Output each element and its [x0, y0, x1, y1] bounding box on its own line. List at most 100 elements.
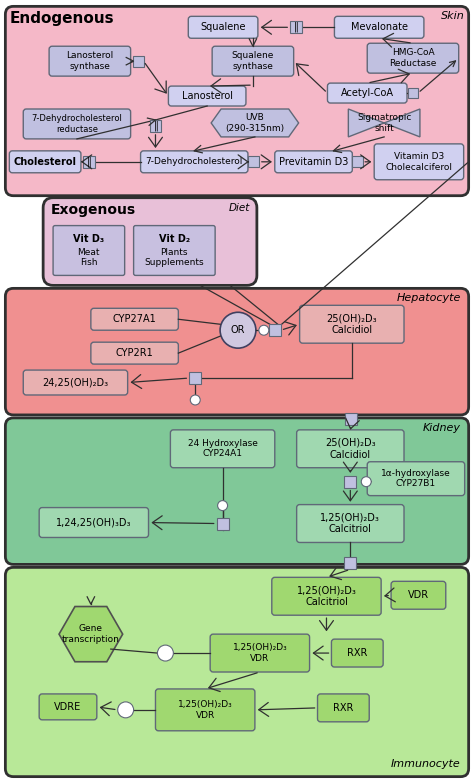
FancyBboxPatch shape	[374, 144, 464, 180]
FancyBboxPatch shape	[367, 462, 465, 496]
FancyBboxPatch shape	[5, 568, 469, 777]
Text: 1,25(OH)₂D₃
VDR: 1,25(OH)₂D₃ VDR	[232, 644, 287, 662]
FancyBboxPatch shape	[170, 430, 275, 467]
Text: Plants
Supplements: Plants Supplements	[145, 247, 204, 267]
FancyBboxPatch shape	[141, 151, 248, 173]
Bar	[408, 88, 418, 98]
Text: Diet: Diet	[228, 203, 250, 213]
Text: Immunocyte: Immunocyte	[391, 759, 461, 769]
Text: Mevalonate: Mevalonate	[351, 22, 408, 32]
Polygon shape	[348, 109, 420, 137]
FancyBboxPatch shape	[91, 342, 178, 364]
FancyBboxPatch shape	[328, 83, 407, 103]
FancyBboxPatch shape	[155, 689, 255, 731]
Text: Previtamin D3: Previtamin D3	[279, 157, 348, 167]
FancyBboxPatch shape	[5, 288, 469, 415]
Text: 25(OH)₂D₃
Calcidiol: 25(OH)₂D₃ Calcidiol	[327, 313, 377, 335]
Polygon shape	[211, 109, 299, 137]
Text: Skin: Skin	[441, 11, 465, 21]
Text: Lanosterol: Lanosterol	[182, 91, 233, 101]
FancyBboxPatch shape	[39, 694, 97, 720]
Text: 7-Dehydrocholesterol
reductase: 7-Dehydrocholesterol reductase	[31, 114, 122, 134]
FancyBboxPatch shape	[297, 504, 404, 543]
Text: 1α-hydroxylase
CYP27B1: 1α-hydroxylase CYP27B1	[381, 469, 451, 489]
FancyBboxPatch shape	[5, 418, 469, 565]
Text: $\|$: $\|$	[86, 155, 91, 169]
FancyBboxPatch shape	[23, 370, 128, 395]
FancyBboxPatch shape	[9, 151, 81, 173]
FancyBboxPatch shape	[272, 577, 381, 615]
FancyBboxPatch shape	[275, 151, 352, 173]
Bar	[352, 157, 363, 168]
Circle shape	[218, 500, 228, 511]
Text: VDRE: VDRE	[55, 702, 82, 712]
Bar	[217, 518, 228, 529]
Circle shape	[361, 477, 371, 487]
FancyBboxPatch shape	[188, 16, 258, 38]
Text: RXR: RXR	[347, 648, 367, 658]
Text: 7-Dehydrocholesterol: 7-Dehydrocholesterol	[146, 157, 243, 166]
Circle shape	[157, 645, 173, 661]
FancyBboxPatch shape	[367, 43, 459, 73]
Bar	[83, 156, 95, 168]
Bar	[248, 157, 259, 168]
FancyBboxPatch shape	[91, 309, 178, 330]
Bar	[269, 324, 281, 336]
Bar	[189, 372, 201, 384]
FancyBboxPatch shape	[49, 46, 131, 76]
Text: Cholesterol: Cholesterol	[14, 157, 77, 167]
FancyBboxPatch shape	[300, 305, 404, 343]
Text: 1,25(OH)₂D₃
Calcitriol: 1,25(OH)₂D₃ Calcitriol	[297, 586, 356, 607]
Text: RXR: RXR	[333, 703, 354, 713]
FancyBboxPatch shape	[39, 507, 148, 537]
Bar	[149, 120, 162, 132]
Bar	[345, 476, 356, 488]
Text: Vit D₂: Vit D₂	[159, 233, 190, 244]
Text: Sigmatropic
shift: Sigmatropic shift	[357, 114, 411, 132]
Text: $\|$: $\|$	[153, 119, 158, 133]
FancyBboxPatch shape	[43, 197, 257, 285]
Text: Lanosterol
synthase: Lanosterol synthase	[66, 52, 113, 71]
FancyBboxPatch shape	[391, 581, 446, 609]
FancyBboxPatch shape	[23, 109, 131, 139]
Bar	[346, 413, 357, 425]
Bar	[290, 21, 302, 33]
FancyBboxPatch shape	[134, 226, 215, 276]
Text: Endogenous: Endogenous	[9, 11, 114, 27]
Text: Vitamin D3
Cholecalciferol: Vitamin D3 Cholecalciferol	[385, 152, 452, 171]
Text: Exogenous: Exogenous	[51, 203, 136, 217]
Text: $\|$: $\|$	[293, 20, 299, 34]
FancyBboxPatch shape	[5, 6, 469, 196]
Bar	[133, 56, 144, 67]
Text: CYP27A1: CYP27A1	[113, 314, 156, 324]
Bar	[345, 557, 356, 569]
FancyBboxPatch shape	[212, 46, 294, 76]
FancyBboxPatch shape	[318, 694, 369, 722]
Text: VDR: VDR	[408, 590, 429, 601]
Text: Gene
transcription: Gene transcription	[62, 624, 120, 644]
FancyBboxPatch shape	[53, 226, 125, 276]
Text: OR: OR	[231, 325, 245, 335]
Text: Vit D₃: Vit D₃	[73, 233, 104, 244]
FancyBboxPatch shape	[210, 634, 310, 672]
FancyBboxPatch shape	[335, 16, 424, 38]
Text: Squalene
synthase: Squalene synthase	[232, 52, 274, 71]
Text: 24 Hydroxylase
CYP24A1: 24 Hydroxylase CYP24A1	[188, 439, 257, 459]
Text: Acetyl-CoA: Acetyl-CoA	[341, 88, 394, 98]
Text: HMG-CoA
Reductase: HMG-CoA Reductase	[389, 49, 437, 68]
FancyBboxPatch shape	[297, 430, 404, 467]
FancyBboxPatch shape	[168, 86, 246, 106]
Text: Hepatocyte: Hepatocyte	[396, 294, 461, 303]
Text: 1,24,25(OH)₃D₃: 1,24,25(OH)₃D₃	[56, 518, 132, 528]
Text: CYP2R1: CYP2R1	[116, 348, 154, 358]
Text: UVB
(290-315nm): UVB (290-315nm)	[225, 114, 284, 132]
Circle shape	[259, 325, 269, 335]
Text: Squalene: Squalene	[201, 22, 246, 32]
Text: 24,25(OH)₂D₃: 24,25(OH)₂D₃	[42, 377, 109, 388]
Circle shape	[190, 395, 200, 405]
Text: 1,25(OH)₂D₃
VDR: 1,25(OH)₂D₃ VDR	[178, 700, 233, 720]
Text: 25(OH)₂D₃
Calcidiol: 25(OH)₂D₃ Calcidiol	[325, 438, 375, 460]
FancyBboxPatch shape	[331, 639, 383, 667]
Circle shape	[220, 312, 256, 348]
Text: Kidney: Kidney	[423, 423, 461, 433]
